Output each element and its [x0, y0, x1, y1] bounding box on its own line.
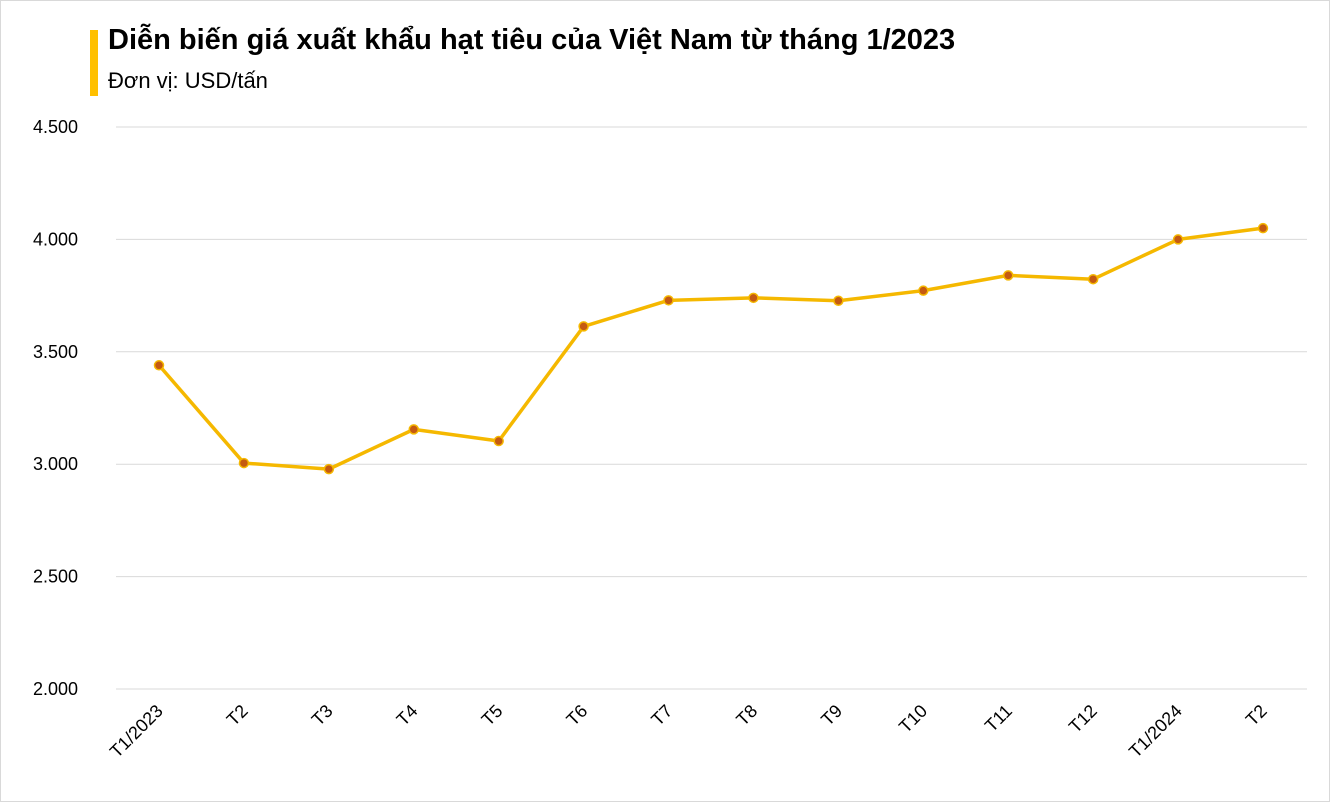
x-tick-label: T1/2024: [1125, 701, 1186, 762]
data-point: [663, 295, 674, 306]
data-point: [1172, 234, 1184, 245]
series-price: [157, 226, 1265, 471]
data-point: [1257, 222, 1269, 234]
x-tick-label: T4: [393, 701, 422, 730]
data-markers: [153, 222, 1269, 475]
data-point: [153, 360, 165, 371]
x-tick-label: T6: [562, 701, 591, 730]
data-point: [493, 435, 504, 447]
x-tick-label: T7: [647, 701, 676, 730]
chart-title: Diễn biến giá xuất khẩu hạt tiêu của Việ…: [108, 24, 956, 56]
data-point: [408, 424, 420, 435]
data-point: [238, 457, 250, 469]
x-tick-label: T2: [1242, 701, 1271, 730]
data-point: [1087, 273, 1099, 285]
data-point: [323, 463, 335, 475]
x-tick-label: T12: [1065, 701, 1101, 737]
series-line: [157, 226, 1265, 471]
y-tick-label: 3.000: [33, 454, 78, 474]
y-tick-label: 2.000: [33, 679, 78, 699]
x-tick-label: T3: [308, 701, 337, 730]
x-tick-label: T1/2023: [106, 701, 167, 762]
y-axis-tick-labels: 2.000 2.500 3.000 3.500 4.000 4.500: [33, 117, 78, 699]
chart-unit-subtitle: Đơn vị: USD/tấn: [108, 68, 268, 93]
y-tick-label: 3.500: [33, 342, 78, 362]
title-accent-bar: [90, 30, 98, 96]
x-tick-label: T11: [981, 701, 1016, 736]
x-axis-tick-labels: T1/2023 T2 T3 T4 T5 T6 T7 T8 T9 T10 T11 T12 T1/2024 T…: [106, 701, 1271, 762]
x-tick-label: T10: [895, 701, 931, 737]
data-point: [578, 321, 589, 332]
data-point: [748, 292, 759, 304]
data-point: [833, 295, 844, 307]
x-tick-label: T9: [817, 701, 846, 730]
x-tick-label: T5: [478, 701, 507, 730]
x-tick-label: T8: [732, 701, 761, 730]
data-point: [1002, 270, 1014, 281]
gridlines: [116, 126, 1307, 690]
y-tick-label: 4.500: [33, 117, 78, 137]
y-tick-label: 2.500: [33, 567, 78, 587]
data-point: [918, 285, 929, 296]
x-tick-label: T2: [223, 701, 252, 730]
y-tick-label: 4.000: [33, 229, 78, 249]
